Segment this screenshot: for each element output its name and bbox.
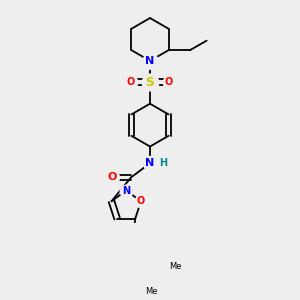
Text: Me: Me: [145, 286, 157, 296]
Text: O: O: [137, 196, 145, 206]
Text: O: O: [127, 77, 135, 87]
Text: O: O: [165, 77, 173, 87]
Text: N: N: [146, 56, 154, 66]
Text: N: N: [122, 186, 130, 196]
Text: O: O: [107, 172, 117, 182]
Text: H: H: [159, 158, 167, 168]
Text: Me: Me: [169, 262, 182, 271]
Text: N: N: [146, 158, 154, 168]
Text: S: S: [146, 76, 154, 89]
